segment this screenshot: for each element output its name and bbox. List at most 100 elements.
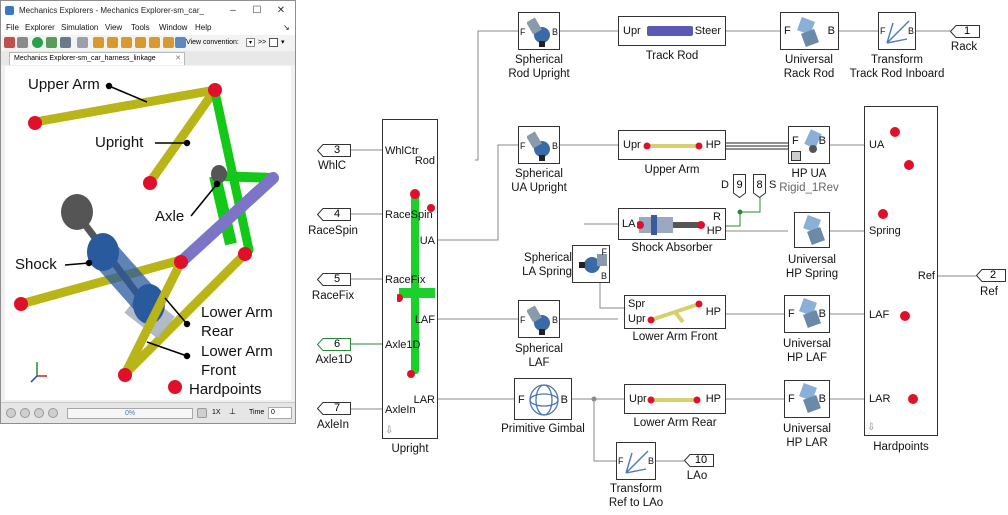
shock-absorber-block[interactable]: LA R HP — [618, 208, 726, 240]
layout-icon[interactable] — [269, 38, 278, 47]
menu-help[interactable]: Help — [195, 23, 212, 32]
inport-5[interactable]: 5 — [316, 273, 351, 291]
port-hp-lar: LAR — [869, 393, 891, 405]
upper-arm-block[interactable]: Upr HP — [618, 130, 726, 160]
play-icon[interactable] — [32, 37, 43, 48]
track-rod-block[interactable]: Upr Steer — [618, 16, 726, 46]
universal-rack-rod-block[interactable]: F B — [780, 12, 839, 50]
time-label: Time — [249, 409, 265, 416]
port-b: B — [907, 26, 914, 36]
label-upper-arm: Upper Arm — [28, 76, 100, 93]
port-f: F — [518, 394, 525, 406]
inport-6[interactable]: 6 — [316, 338, 351, 356]
record-button[interactable] — [197, 408, 207, 418]
view-bottom-icon[interactable] — [163, 37, 174, 48]
revolute-joint-icon — [804, 129, 822, 153]
rewind-start-button[interactable] — [6, 408, 16, 418]
inport-3[interactable]: 3 — [316, 144, 351, 162]
spherical-rod-upright-block[interactable]: F B — [518, 12, 560, 50]
tab-close-icon[interactable]: ✕ — [175, 55, 181, 62]
menu-window[interactable]: Window — [159, 23, 188, 32]
view-left-icon[interactable] — [121, 37, 132, 48]
transform-ref-to-lao-block[interactable]: F B — [616, 442, 656, 480]
time-input[interactable]: 0 — [268, 407, 292, 419]
spherical-la-spring-block[interactable]: F B — [572, 245, 610, 283]
spherical-laf-label-1: Spherical — [515, 343, 563, 355]
primitive-gimbal-block[interactable]: F B — [514, 378, 572, 420]
menu-explorer[interactable]: Explorer — [25, 23, 55, 32]
label-axle: Axle — [155, 208, 185, 225]
lower-arm-rear-block[interactable]: Upr HP — [624, 384, 726, 414]
port-upr: Upr — [623, 25, 641, 37]
toolbar-overflow[interactable]: >> — [258, 39, 267, 46]
universal-hp-spring-block[interactable] — [794, 212, 830, 248]
outport-2[interactable]: 2 — [975, 269, 1006, 287]
outport-1[interactable]: 1 — [949, 25, 980, 43]
hardpoints-subsystem[interactable]: UA Spring Ref LAF LAR ⇩ — [864, 106, 938, 436]
universal-hp-spring-label-1: Universal — [788, 254, 836, 266]
lower-arm-front-link2 — [120, 249, 250, 379]
port-lar: LAR — [413, 394, 435, 406]
view-front-icon[interactable] — [93, 37, 104, 48]
layout-dropdown-icon[interactable]: ▾ — [281, 39, 285, 46]
step-back-button[interactable] — [20, 408, 30, 418]
minimize-button[interactable]: – — [230, 5, 236, 16]
port-spr: Spr — [628, 298, 646, 310]
playback-progress[interactable]: 0% — [67, 408, 193, 419]
view-right-icon[interactable] — [135, 37, 146, 48]
3d-viewport[interactable]: Upper Arm Upright Axle Shock Lower Arm R… — [5, 66, 291, 400]
fit-view-icon[interactable] — [77, 37, 88, 48]
inport-7[interactable]: 7 — [316, 402, 351, 420]
speed-slider-icon[interactable]: ⊥ — [229, 407, 236, 416]
menu-file[interactable]: File — [6, 23, 19, 32]
port-axle1d: Axle1D — [385, 339, 421, 351]
goto-tag-8[interactable]: 8 — [753, 174, 766, 199]
close-button[interactable]: ✕ — [276, 5, 286, 16]
universal-hp-laf-label-1: Universal — [783, 338, 831, 350]
hp-ua-block[interactable]: F B — [788, 126, 830, 164]
step-icon[interactable] — [46, 37, 57, 48]
menu-view[interactable]: View — [105, 23, 123, 32]
spherical-la-spring-label-1: Spherical — [524, 252, 572, 264]
spherical-la-spring-label-2: LA Spring — [522, 266, 572, 278]
camera-icon[interactable] — [60, 37, 71, 48]
view-convention-dropdown[interactable]: ▾ — [246, 38, 255, 47]
upright-subsystem[interactable]: WhlCtr RaceSpin RaceFix Axle1D AxleIn Ro… — [382, 119, 438, 439]
inport-4[interactable]: 4 — [316, 208, 351, 226]
step-forward-button[interactable] — [48, 408, 58, 418]
spherical-ua-upright-block[interactable]: F B — [518, 126, 560, 164]
shock-absorber-icon — [637, 215, 705, 235]
menu-simulation[interactable]: Simulation — [61, 23, 99, 32]
inport-4-number: 4 — [333, 208, 341, 220]
view-top-icon[interactable] — [149, 37, 160, 48]
undock-icon[interactable]: ↘ — [283, 23, 290, 32]
goto-tag-9[interactable]: 9 — [733, 174, 746, 199]
tab-bar: Mechanics Explorer-sm_car_harness_linkag… — [1, 51, 295, 65]
view-iso-icon[interactable] — [175, 37, 186, 48]
universal-hp-laf-block[interactable]: F B — [784, 295, 830, 333]
port-b: B — [818, 393, 826, 405]
play-button[interactable] — [34, 408, 44, 418]
open-icon[interactable] — [4, 37, 15, 48]
inport-label-racespin: RaceSpin — [308, 225, 358, 237]
view-back-icon[interactable] — [107, 37, 118, 48]
transform-track-rod-inboard-block[interactable]: F B — [878, 12, 916, 50]
settings-icon[interactable] — [17, 37, 28, 48]
outport-1-number: 1 — [963, 25, 971, 37]
tab-mechanics-explorer[interactable]: Mechanics Explorer-sm_car_harness_linkag… — [9, 52, 185, 65]
outport-10[interactable]: 10 — [683, 454, 714, 472]
speed-value[interactable]: 1X — [212, 409, 221, 416]
lower-arm-front-block[interactable]: Spr Upr HP — [624, 295, 726, 329]
universal-hp-lar-block[interactable]: F B — [784, 380, 830, 418]
label-lower-arm-front-2: Front — [201, 362, 237, 379]
universal-hp-laf-label-2: HP LAF — [786, 352, 828, 364]
menu-tools[interactable]: Tools — [131, 23, 150, 32]
universal-rack-rod-label-1: Universal — [785, 54, 833, 66]
spherical-rod-upright-label-1: Spherical — [515, 54, 563, 66]
maximize-button[interactable]: ☐ — [252, 5, 262, 16]
subsystem-arrow-icon: ⇩ — [385, 425, 394, 436]
lower-arm-rear-link1 — [16, 256, 182, 309]
spherical-laf-block[interactable]: F B — [518, 300, 560, 338]
inport-6-number: 6 — [333, 338, 341, 350]
port-f: F — [618, 456, 624, 466]
